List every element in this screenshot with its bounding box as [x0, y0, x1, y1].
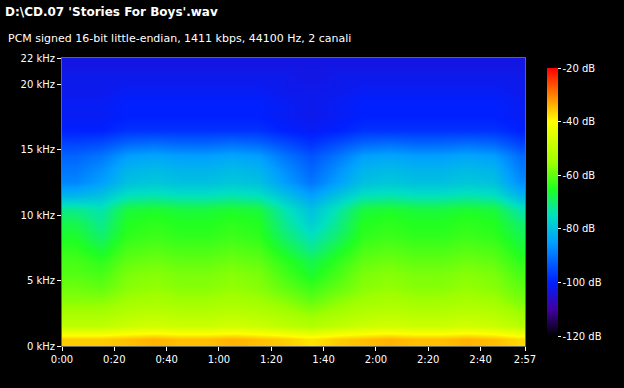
- svg-text:-40 dB: -40 dB: [563, 116, 596, 127]
- svg-text:-120 dB: -120 dB: [563, 331, 602, 342]
- svg-text:10 kHz: 10 kHz: [21, 210, 55, 221]
- svg-text:-80 dB: -80 dB: [563, 223, 596, 234]
- svg-text:-100 dB: -100 dB: [563, 277, 602, 288]
- svg-text:-60 dB: -60 dB: [563, 170, 596, 181]
- svg-text:2:00: 2:00: [365, 354, 387, 365]
- svg-text:-20 dB: -20 dB: [563, 63, 596, 74]
- svg-text:22 kHz: 22 kHz: [21, 53, 55, 64]
- svg-text:2:40: 2:40: [469, 354, 491, 365]
- svg-text:0:20: 0:20: [103, 354, 125, 365]
- svg-text:0:00: 0:00: [51, 354, 73, 365]
- svg-text:0:40: 0:40: [155, 354, 177, 365]
- svg-text:0 kHz: 0 kHz: [27, 341, 55, 352]
- svg-text:2:57: 2:57: [514, 354, 536, 365]
- svg-text:15 kHz: 15 kHz: [21, 144, 55, 155]
- svg-text:20 kHz: 20 kHz: [21, 79, 55, 90]
- svg-text:5 kHz: 5 kHz: [27, 275, 55, 286]
- svg-text:1:00: 1:00: [208, 354, 230, 365]
- svg-text:1:40: 1:40: [312, 354, 334, 365]
- svg-text:1:20: 1:20: [260, 354, 282, 365]
- svg-text:2:20: 2:20: [417, 354, 439, 365]
- svg-text:PCM signed 16-bit little-endia: PCM signed 16-bit little-endian, 1411 kb…: [8, 32, 351, 45]
- svg-text:D:\CD.07 'Stories For Boys'.wa: D:\CD.07 'Stories For Boys'.wav: [5, 5, 218, 19]
